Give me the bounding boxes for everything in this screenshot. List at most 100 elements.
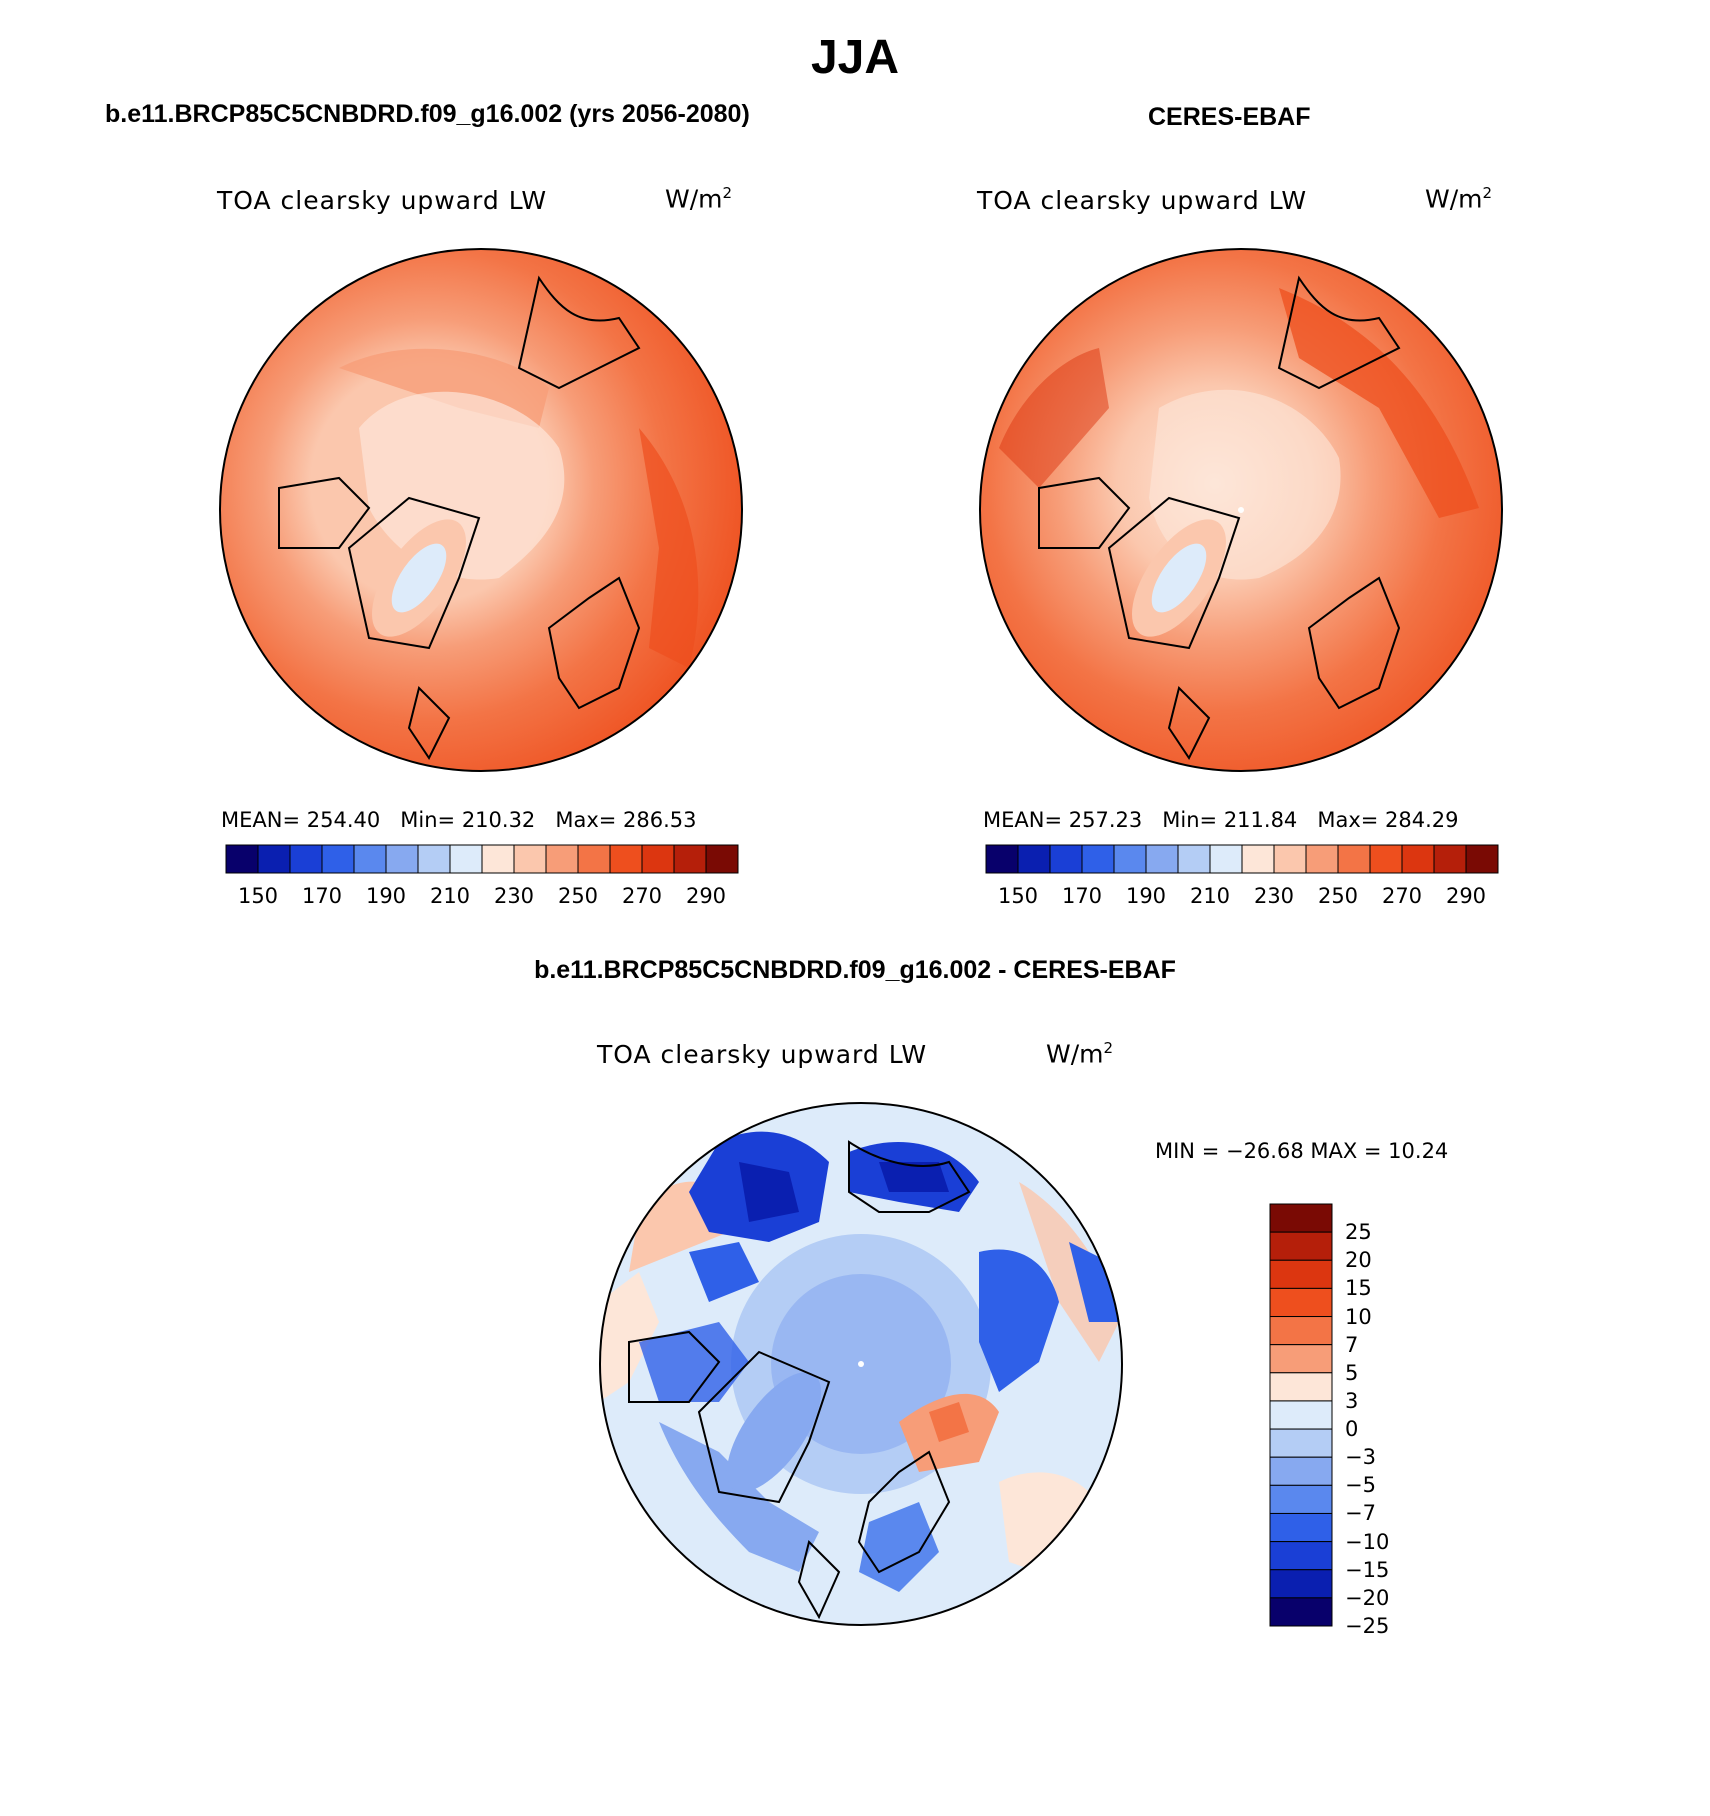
- model-colorbar-swatch: [385, 844, 419, 874]
- season-title: JJA: [810, 31, 900, 84]
- diff-minmax: MIN = −26.68 MAX = 10.24: [1155, 1139, 1449, 1163]
- obs-panel-title: CERES-EBAF: [1148, 103, 1311, 131]
- diff-colorbar-tick-label: −10: [1345, 1529, 1390, 1554]
- model-colorbar-tick-label: 250: [557, 884, 599, 908]
- diff-colorbar-tick-label: −5: [1345, 1473, 1376, 1498]
- diff-polar-map: [599, 1102, 1123, 1626]
- obs-colorbar-labels: 150 170 190 210 230 250 270 290: [986, 884, 1498, 912]
- obs-colorbar-tick-label: 290: [1445, 884, 1487, 908]
- diff-colorbar-swatch: [1269, 1512, 1333, 1543]
- obs-colorbar-swatch: [1177, 844, 1211, 874]
- model-colorbar-swatch: [481, 844, 515, 874]
- diff-colorbar-tick-label: 10: [1345, 1304, 1372, 1329]
- obs-colorbar-swatch: [1305, 844, 1339, 874]
- obs-colorbar-swatch: [1081, 844, 1115, 874]
- diff-colorbar-swatch: [1269, 1203, 1333, 1233]
- obs-colorbar-tick-label: 250: [1317, 884, 1359, 908]
- diff-colorbar-tick-label: 3: [1345, 1388, 1359, 1413]
- diff-colorbar-tick-label: −3: [1345, 1445, 1376, 1470]
- model-colorbar: [225, 844, 739, 874]
- model-colorbar-swatch: [449, 844, 483, 874]
- model-stats: MEAN= 254.40 Min= 210.32 Max= 286.53: [221, 808, 697, 832]
- obs-polar-map: [979, 248, 1503, 772]
- diff-colorbar-swatch: [1269, 1597, 1333, 1627]
- model-colorbar-swatch: [289, 844, 323, 874]
- model-colorbar-tick-label: 170: [301, 884, 343, 908]
- model-colorbar-tick-label: 210: [429, 884, 471, 908]
- diff-units: W/m2: [1046, 1039, 1114, 1069]
- diff-colorbar-swatch: [1269, 1287, 1333, 1318]
- model-colorbar-tick-label: 270: [621, 884, 663, 908]
- diff-colorbar-swatch: [1269, 1400, 1333, 1430]
- diff-colorbar-tick-label: 0: [1345, 1417, 1359, 1442]
- diff-colorbar-swatch: [1269, 1316, 1333, 1346]
- model-colorbar-swatch: [577, 844, 611, 874]
- obs-variable-name: TOA clearsky upward LW: [977, 186, 1308, 215]
- obs-colorbar-tick-label: 150: [997, 884, 1039, 908]
- diff-colorbar-swatch: [1269, 1344, 1333, 1374]
- model-colorbar-swatch: [609, 844, 643, 874]
- model-colorbar-swatch: [225, 844, 259, 874]
- model-colorbar-swatch: [353, 844, 387, 874]
- obs-colorbar-swatch: [1401, 844, 1435, 874]
- diff-variable-name: TOA clearsky upward LW: [597, 1040, 928, 1069]
- obs-units: W/m2: [1425, 184, 1493, 214]
- diff-colorbar-labels: 25 20 15 10 7 5 3 0 −3 −5 −7 −10 −15 −20 −25: [1345, 1204, 1445, 1638]
- obs-colorbar-swatch: [1017, 844, 1051, 874]
- diff-colorbar-tick-label: 5: [1345, 1360, 1359, 1385]
- diff-colorbar-swatch: [1269, 1484, 1333, 1514]
- model-panel-title: b.e11.BRCP85C5CNBDRD.f09_g16.002 (yrs 20…: [105, 100, 750, 128]
- obs-colorbar-swatch: [1433, 844, 1467, 874]
- obs-colorbar-tick-label: 230: [1253, 884, 1295, 908]
- model-colorbar-swatch: [513, 844, 547, 874]
- diff-colorbar-tick-label: −25: [1345, 1614, 1390, 1638]
- obs-colorbar-swatch: [1369, 844, 1403, 874]
- diff-colorbar-swatch: [1269, 1456, 1333, 1486]
- diff-colorbar-tick-label: 20: [1345, 1248, 1372, 1273]
- model-colorbar-tick-label: 150: [237, 884, 279, 908]
- obs-colorbar-swatch: [1209, 844, 1243, 874]
- model-colorbar-tick-label: 290: [685, 884, 727, 908]
- obs-colorbar-swatch: [1273, 844, 1307, 874]
- obs-stats: MEAN= 257.23 Min= 211.84 Max= 284.29: [983, 808, 1459, 832]
- diff-colorbar-tick-label: 25: [1345, 1220, 1372, 1245]
- diff-colorbar-swatch: [1269, 1372, 1333, 1402]
- diff-colorbar-tick-label: −20: [1345, 1585, 1390, 1610]
- obs-colorbar-swatch: [1241, 844, 1275, 874]
- obs-colorbar-tick-label: 270: [1381, 884, 1423, 908]
- obs-colorbar-swatch: [1145, 844, 1179, 874]
- model-variable-name: TOA clearsky upward LW: [217, 186, 548, 215]
- model-colorbar-swatch: [641, 844, 675, 874]
- model-colorbar-labels: 150 170 190 210 230 250 270 290: [226, 884, 738, 912]
- diff-colorbar-swatch: [1269, 1231, 1333, 1261]
- diff-colorbar: [1269, 1203, 1333, 1627]
- model-colorbar-swatch: [673, 844, 707, 874]
- model-colorbar-tick-label: 230: [493, 884, 535, 908]
- obs-colorbar-swatch: [985, 844, 1019, 874]
- obs-colorbar-swatch: [1049, 844, 1083, 874]
- obs-colorbar: [985, 844, 1499, 874]
- obs-colorbar-swatch: [1113, 844, 1147, 874]
- diff-panel-title: b.e11.BRCP85C5CNBDRD.f09_g16.002 - CERES…: [534, 956, 1176, 984]
- diff-colorbar-tick-label: 7: [1345, 1332, 1359, 1357]
- model-units: W/m2: [665, 184, 733, 214]
- obs-colorbar-tick-label: 210: [1189, 884, 1231, 908]
- model-colorbar-tick-label: 190: [365, 884, 407, 908]
- obs-colorbar-swatch: [1465, 844, 1499, 874]
- obs-colorbar-tick-label: 170: [1061, 884, 1103, 908]
- diff-colorbar-swatch: [1269, 1569, 1333, 1599]
- diff-colorbar-tick-label: −7: [1345, 1501, 1376, 1526]
- diff-colorbar-swatch: [1269, 1259, 1333, 1289]
- diff-colorbar-tick-label: −15: [1345, 1557, 1390, 1582]
- model-polar-map: [219, 248, 743, 772]
- model-colorbar-swatch: [417, 844, 451, 874]
- model-colorbar-swatch: [545, 844, 579, 874]
- diff-colorbar-swatch: [1269, 1541, 1333, 1571]
- model-colorbar-swatch: [705, 844, 739, 874]
- model-colorbar-swatch: [321, 844, 355, 874]
- obs-colorbar-swatch: [1337, 844, 1371, 874]
- diff-colorbar-swatch: [1269, 1428, 1333, 1458]
- obs-colorbar-tick-label: 190: [1125, 884, 1167, 908]
- model-colorbar-swatch: [257, 844, 291, 874]
- diff-colorbar-tick-label: 15: [1345, 1276, 1372, 1301]
